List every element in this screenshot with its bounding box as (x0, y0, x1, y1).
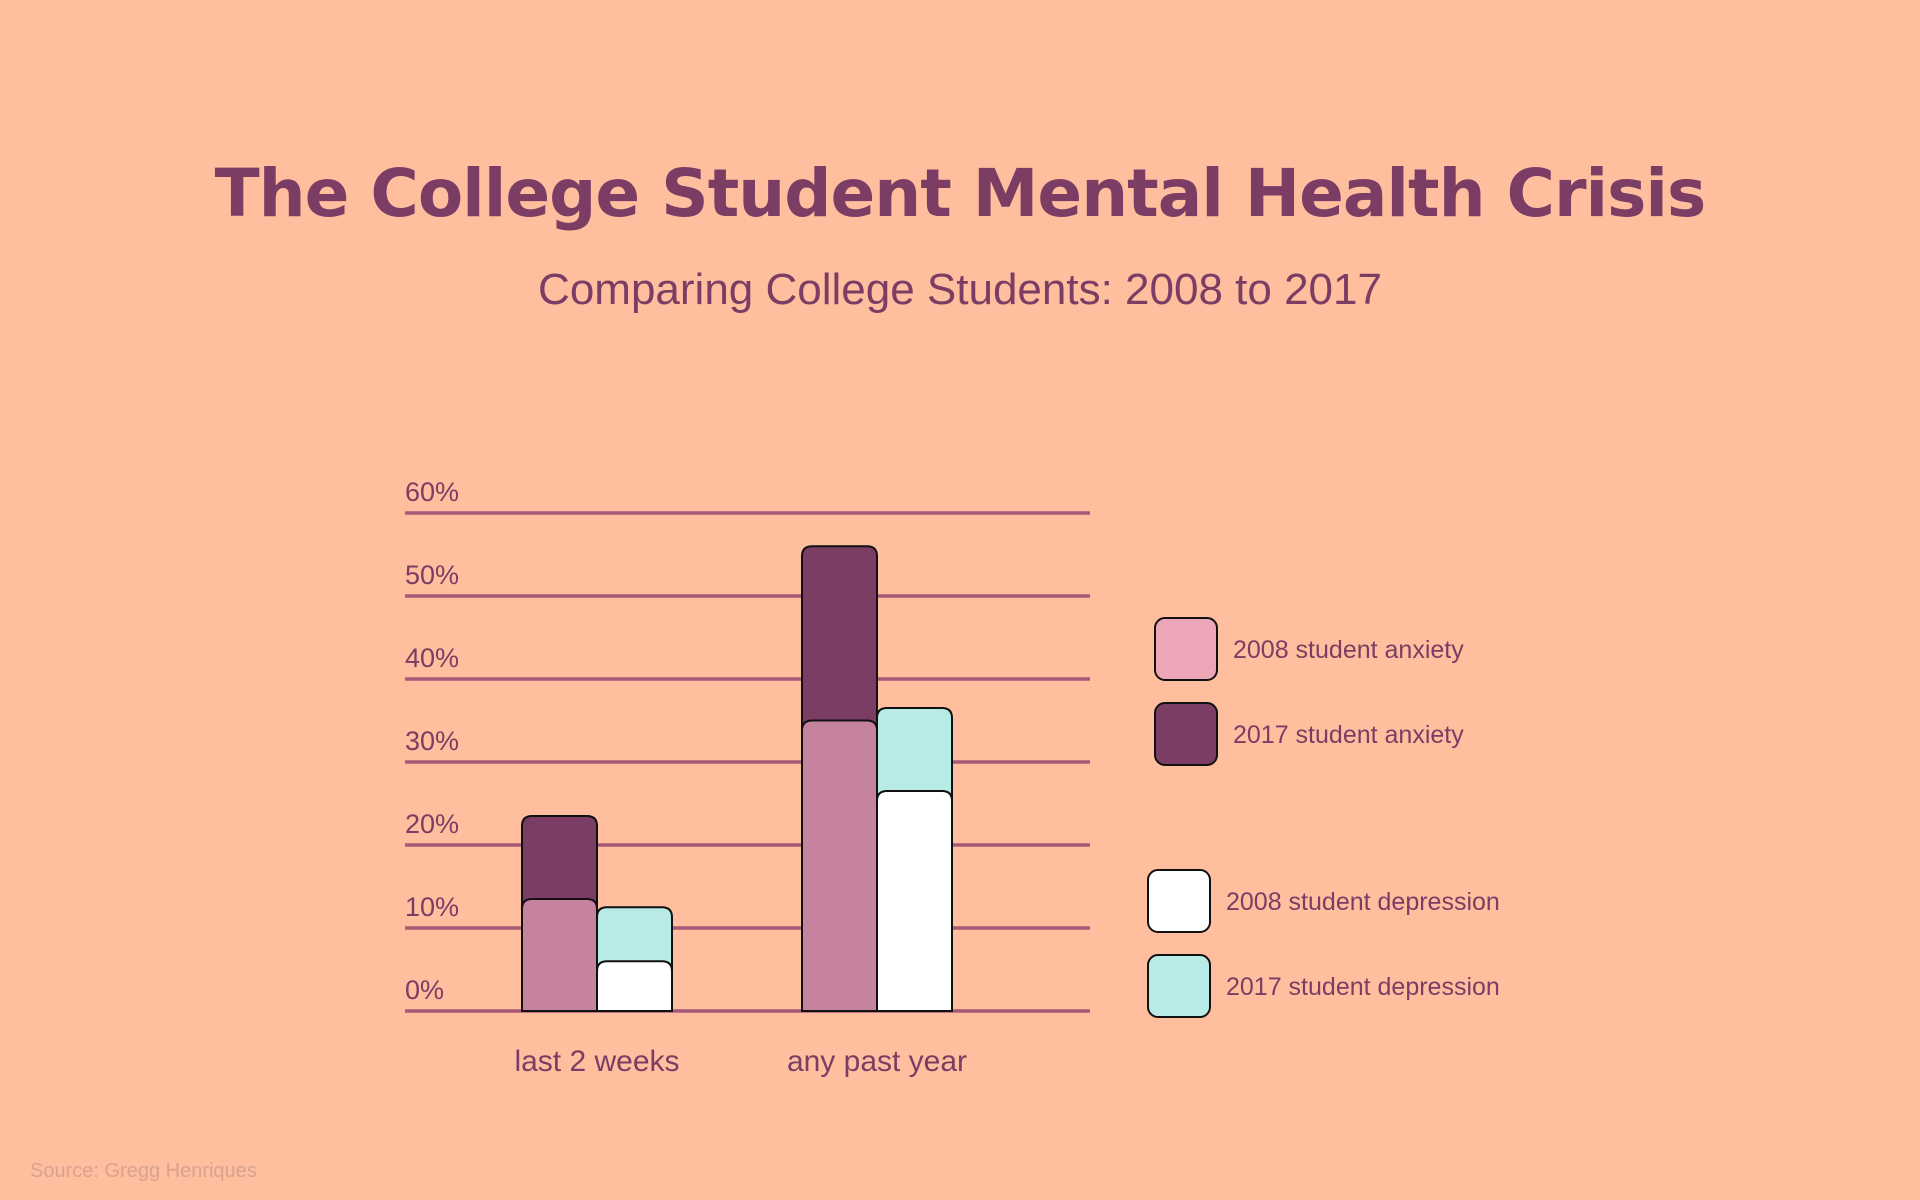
y-tick-label: 10% (405, 892, 459, 922)
chart-title: The College Student Mental Health Crisis (214, 155, 1707, 232)
legend-swatch (1154, 702, 1218, 766)
x-category-label: any past year (787, 1045, 967, 1078)
legend-swatch (1147, 954, 1211, 1018)
bar-depression-2008 (876, 790, 953, 1012)
bar-anxiety-2008 (801, 719, 878, 1012)
chart-subtitle: Comparing College Students: 2008 to 2017 (538, 265, 1382, 314)
y-tick-label: 60% (405, 477, 459, 507)
legend-swatch (1147, 869, 1211, 933)
bar-anxiety-2008 (521, 897, 598, 1012)
y-tick-label: 30% (405, 726, 459, 756)
legend-swatch (1154, 617, 1218, 681)
legend-label: 2008 student anxiety (1233, 636, 1464, 664)
y-tick-label: 0% (405, 975, 444, 1005)
source-note: Source: Gregg Henriques (30, 1160, 257, 1182)
bar-depression-2008 (596, 960, 673, 1012)
legend-label: 2017 student depression (1226, 973, 1500, 1001)
y-tick-label: 50% (405, 560, 459, 590)
x-category-label: last 2 weeks (514, 1045, 679, 1078)
legend-label: 2017 student anxiety (1233, 721, 1464, 749)
legend-label: 2008 student depression (1226, 888, 1500, 916)
y-tick-label: 20% (405, 809, 459, 839)
y-tick-label: 40% (405, 643, 459, 673)
